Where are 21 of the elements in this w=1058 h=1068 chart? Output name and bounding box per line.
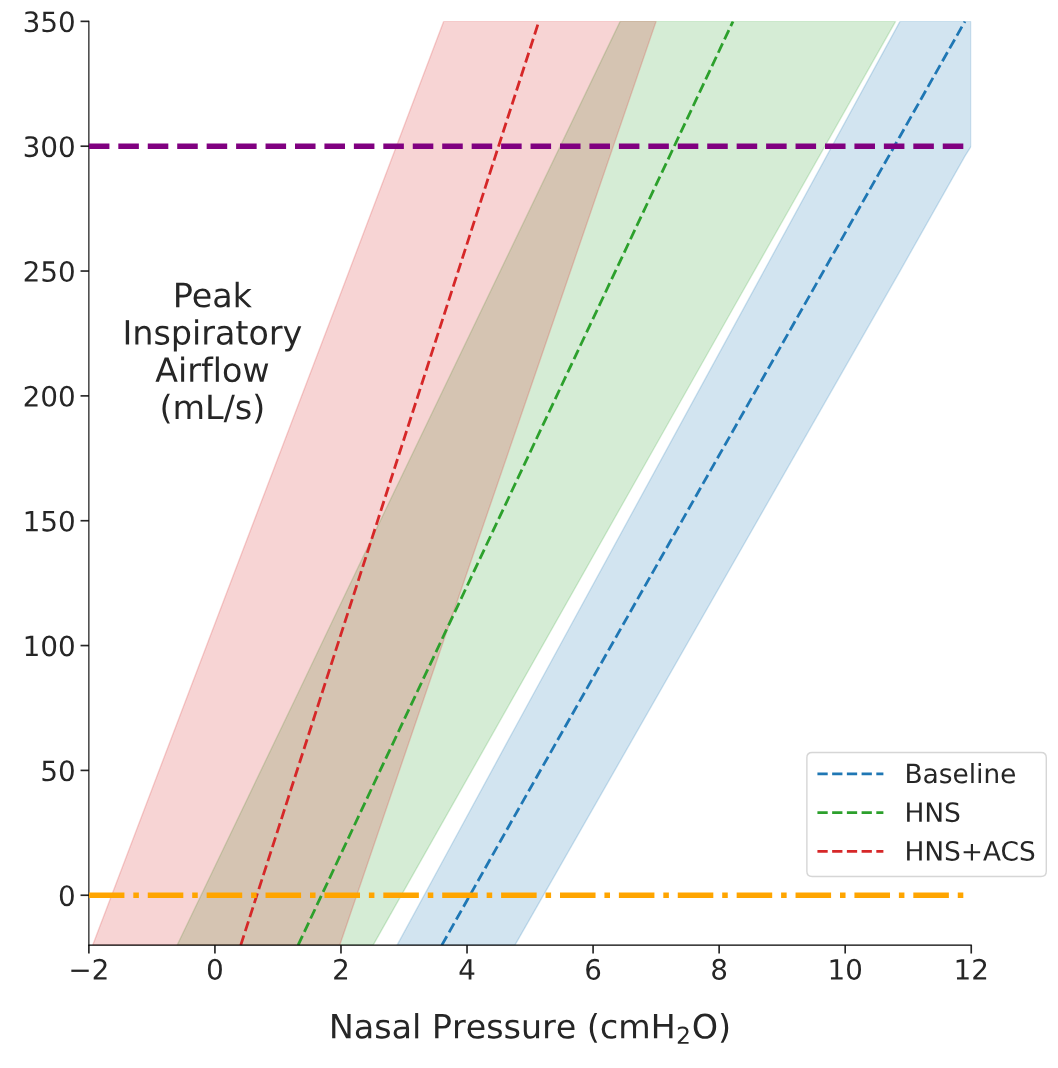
x-tick-label: 12 xyxy=(956,958,987,980)
y-tick-label: 350 xyxy=(24,11,74,33)
x-tick-label: 4 xyxy=(459,959,475,980)
y-tick-label: 250 xyxy=(24,260,74,282)
x-tick-label: 10 xyxy=(830,958,862,980)
y-tick-label: 0 xyxy=(59,885,74,907)
legend-label: HNS xyxy=(907,802,960,823)
y-tick-label: 150 xyxy=(25,510,74,532)
x-tick-label: 2 xyxy=(334,958,348,980)
y-tick-label: 50 xyxy=(42,760,74,782)
y-tick-label: 100 xyxy=(25,635,74,657)
x-tick-label: −2 xyxy=(71,958,107,980)
y-tick-label: 300 xyxy=(24,136,74,158)
legend-label: Baseline xyxy=(907,762,1015,784)
legend-label: HNS+ACS xyxy=(907,840,1035,861)
x-axis-title: Nasal Pressure (cmH$_{2}$O) xyxy=(332,1013,729,1044)
y-axis-title: Peak Inspiratory Airflow (mL/s) xyxy=(125,281,302,424)
x-tick-label: 6 xyxy=(586,958,601,980)
x-tick-label: 0 xyxy=(207,958,222,980)
y-tick-label: 200 xyxy=(24,385,74,407)
x-tick-label: 8 xyxy=(712,958,727,980)
